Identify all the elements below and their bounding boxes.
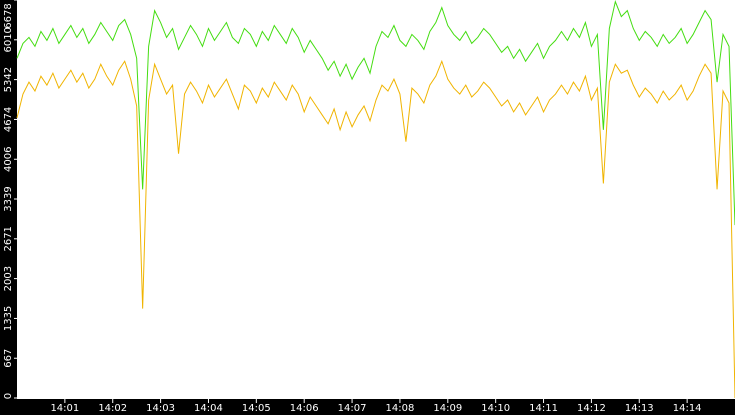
x-tick-label: 14:10 <box>481 403 510 414</box>
y-tick-label: 5342 <box>3 67 14 92</box>
x-tick-label: 14:06 <box>290 403 319 414</box>
y-tick-label: 6678 <box>3 3 14 28</box>
x-tick-label: 14:02 <box>98 403 127 414</box>
x-tick-label: 14:01 <box>50 403 79 414</box>
x-tick-label: 14:04 <box>194 403 223 414</box>
y-tick-label: 1335 <box>3 306 14 331</box>
y-tick-label: 2671 <box>3 226 14 251</box>
y-tick-label: 2003 <box>3 266 14 291</box>
y-tick-label: 6010 <box>3 27 14 52</box>
x-tick-label: 14:07 <box>338 403 367 414</box>
x-tick-label: 14:11 <box>529 403 558 414</box>
x-tick-label: 14:03 <box>146 403 175 414</box>
series-line <box>16 59 735 399</box>
y-tick-label: 4674 <box>3 107 14 132</box>
plot-area <box>17 0 735 399</box>
x-tick-label: 14:14 <box>673 403 702 414</box>
y-tick-label: 4006 <box>3 147 14 172</box>
y-tick-label: 667 <box>3 349 14 368</box>
x-tick-label: 14:09 <box>433 403 462 414</box>
y-tick-label: 0 <box>3 393 14 399</box>
x-tick-label: 14:12 <box>577 403 606 414</box>
series-line <box>16 0 735 226</box>
y-tick-label: 3339 <box>3 186 14 211</box>
x-tick-label: 14:08 <box>386 403 415 414</box>
x-tick-label: 14:13 <box>625 403 654 414</box>
x-tick-label: 14:05 <box>242 403 271 414</box>
